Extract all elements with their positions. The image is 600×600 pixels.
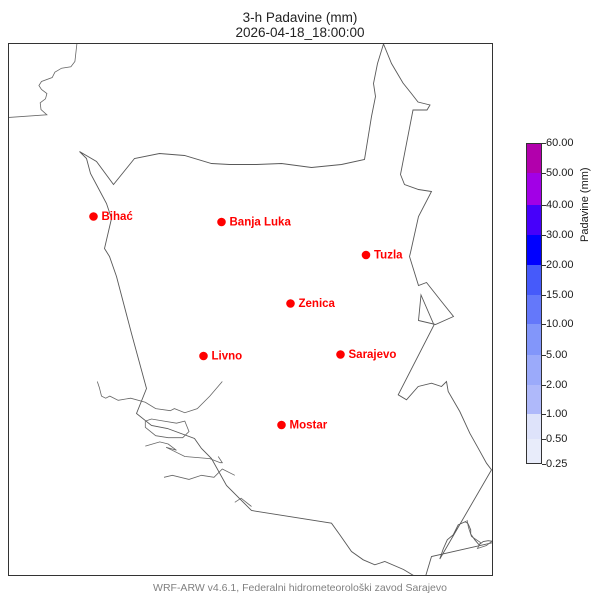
- svg-text:Banja Luka: Banja Luka: [229, 216, 291, 228]
- svg-text:Sarajevo: Sarajevo: [348, 349, 396, 361]
- svg-text:Livno: Livno: [211, 350, 242, 362]
- svg-text:Tuzla: Tuzla: [374, 249, 403, 261]
- svg-text:Bihać: Bihać: [101, 211, 133, 223]
- svg-text:Mostar: Mostar: [289, 419, 327, 431]
- svg-text:Zenica: Zenica: [298, 298, 335, 310]
